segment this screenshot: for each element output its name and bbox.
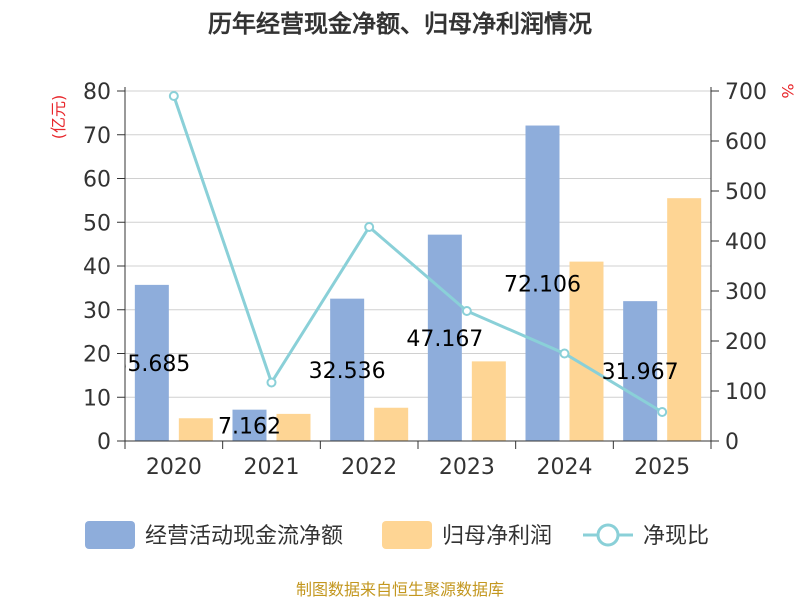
right-axis-tick-label: 0 — [725, 430, 739, 455]
right-axis-tick-label: 700 — [725, 80, 767, 105]
left-axis-tick-label: 0 — [97, 430, 111, 455]
bars-layer — [134, 125, 702, 441]
x-axis-tick-label: 2022 — [341, 455, 397, 480]
x-axis-tick-label: 2020 — [146, 455, 202, 480]
bar-net-profit — [471, 361, 506, 441]
left-axis-tick-label: 70 — [83, 124, 111, 149]
right-axis-tick-label: 600 — [725, 130, 767, 155]
left-axis-tick-label: 80 — [83, 80, 111, 105]
legend-label-ratio: 净现比 — [643, 524, 709, 549]
bar-cashflow — [525, 125, 560, 441]
x-axis-tick-label: 2025 — [634, 455, 690, 480]
left-axis-tick-label: 40 — [83, 255, 111, 280]
bar-cashflow — [330, 298, 365, 441]
left-axis-tick-label: 60 — [83, 168, 111, 193]
data-label-cashflow: 7.162 — [218, 414, 281, 439]
line-ratio — [172, 95, 663, 414]
point-ratio — [266, 377, 277, 388]
bar-net-profit — [569, 261, 604, 441]
bar-net-profit — [374, 407, 409, 441]
point-ratio — [364, 222, 375, 232]
x-axis-tick-label: 2021 — [244, 455, 300, 480]
right-axis-tick-label: 300 — [725, 280, 767, 305]
grid-layer — [125, 90, 711, 398]
right-axis-tick-label: 500 — [725, 180, 767, 205]
legend-swatch-net-profit — [382, 521, 432, 549]
right-axis-tick-label: 400 — [725, 230, 767, 255]
x-axis-tick-label: 2024 — [537, 455, 593, 480]
bar-cashflow — [232, 409, 267, 441]
legend-marker-ratio — [596, 523, 620, 547]
bar-net-profit — [667, 198, 702, 441]
left-axis-tick-label: 20 — [83, 343, 111, 368]
data-label-cashflow: 31.967 — [602, 360, 679, 385]
bar-net-profit — [276, 413, 311, 441]
left-axis-tick-label: 30 — [83, 299, 111, 324]
legend: 经营活动现金流净额 归母净利润 净现比 — [85, 521, 709, 549]
legend-label-net-profit: 归母净利润 — [442, 524, 552, 549]
bar-cashflow — [134, 284, 169, 441]
left-axis-tick-label: 10 — [83, 386, 111, 411]
bar-cashflow — [623, 301, 658, 441]
bar-net-profit — [178, 418, 213, 441]
left-axis-label: (亿元) — [49, 95, 68, 140]
point-ratio — [168, 91, 179, 101]
legend-label-cashflow: 经营活动现金流净额 — [145, 524, 343, 549]
right-axis-tick-label: 200 — [725, 330, 767, 355]
data-label-cashflow: 72.106 — [504, 272, 581, 297]
legend-swatch-cashflow — [85, 521, 135, 549]
labels-layer: 35.685 7.162 32.536 47.167 72.106 31.967 — [113, 272, 679, 439]
line-layer — [168, 91, 668, 417]
data-label-cashflow: 47.167 — [406, 327, 483, 352]
source-note: 制图数据来自恒生聚源数据库 — [296, 580, 504, 599]
data-label-cashflow: 32.536 — [309, 359, 386, 384]
x-axis-tick-label: 2023 — [439, 455, 495, 480]
bar-cashflow — [427, 234, 462, 441]
data-label-cashflow: 35.685 — [113, 352, 190, 377]
point-ratio — [657, 407, 668, 417]
point-ratio — [461, 306, 472, 316]
right-axis-tick-label: 100 — [725, 380, 767, 405]
point-ratio — [559, 348, 570, 359]
axes-layer: 0 10 20 30 40 50 60 70 80 0 100 200 300 400 500 600 700 2… — [83, 80, 767, 480]
right-axis-label: % — [778, 83, 797, 98]
chart-title: 历年经营现金净额、归母净利润情况 — [208, 10, 592, 38]
left-axis-tick-label: 50 — [83, 211, 111, 236]
